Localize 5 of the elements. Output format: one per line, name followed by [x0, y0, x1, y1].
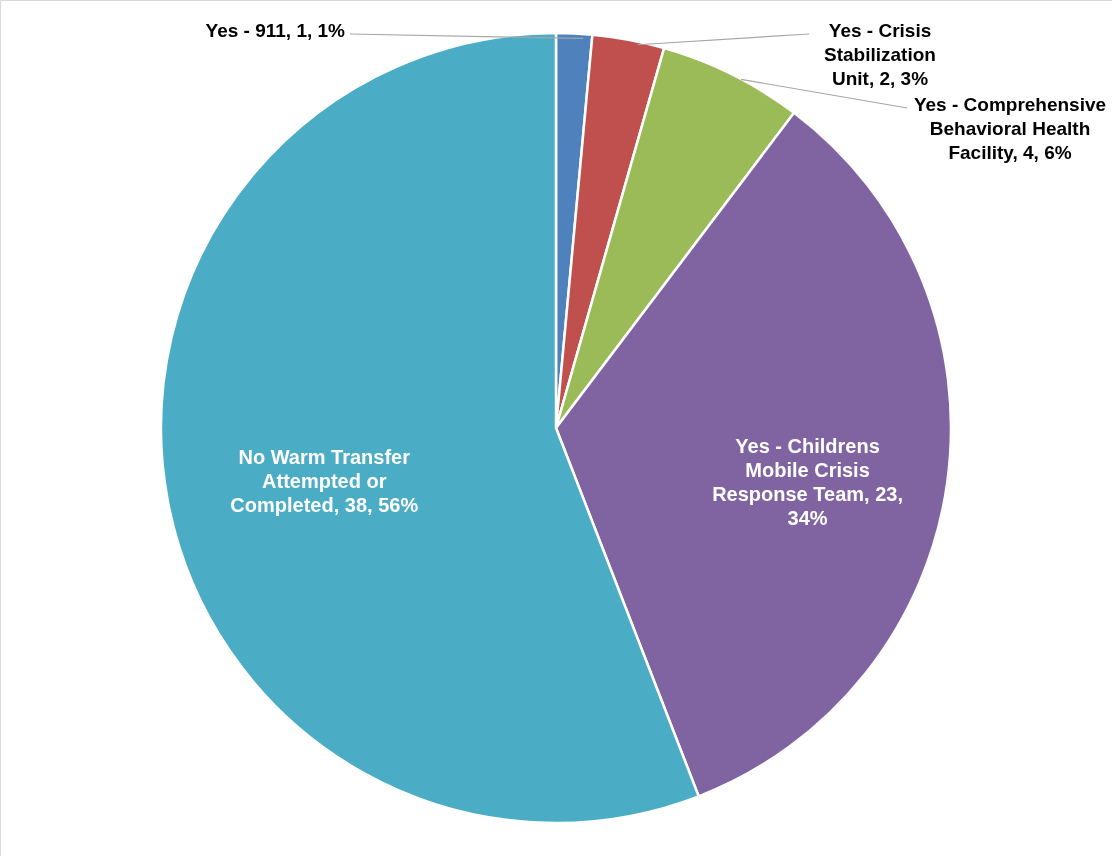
slice-label: Yes - Childrens Mobile Crisis Response Team, 23, 34%: [712, 434, 903, 529]
slice-label: Yes - 911, 1, 1%: [205, 20, 346, 41]
slice-label: Yes - Comprehensive Behavioral Health Facility, 4, 6%: [913, 94, 1107, 163]
slice-label: Yes - Crisis Stabilization Unit, 2, 3%: [824, 20, 936, 89]
slice-label: No Warm Transfer Attempted or Completed, 38, 56%: [230, 446, 419, 516]
